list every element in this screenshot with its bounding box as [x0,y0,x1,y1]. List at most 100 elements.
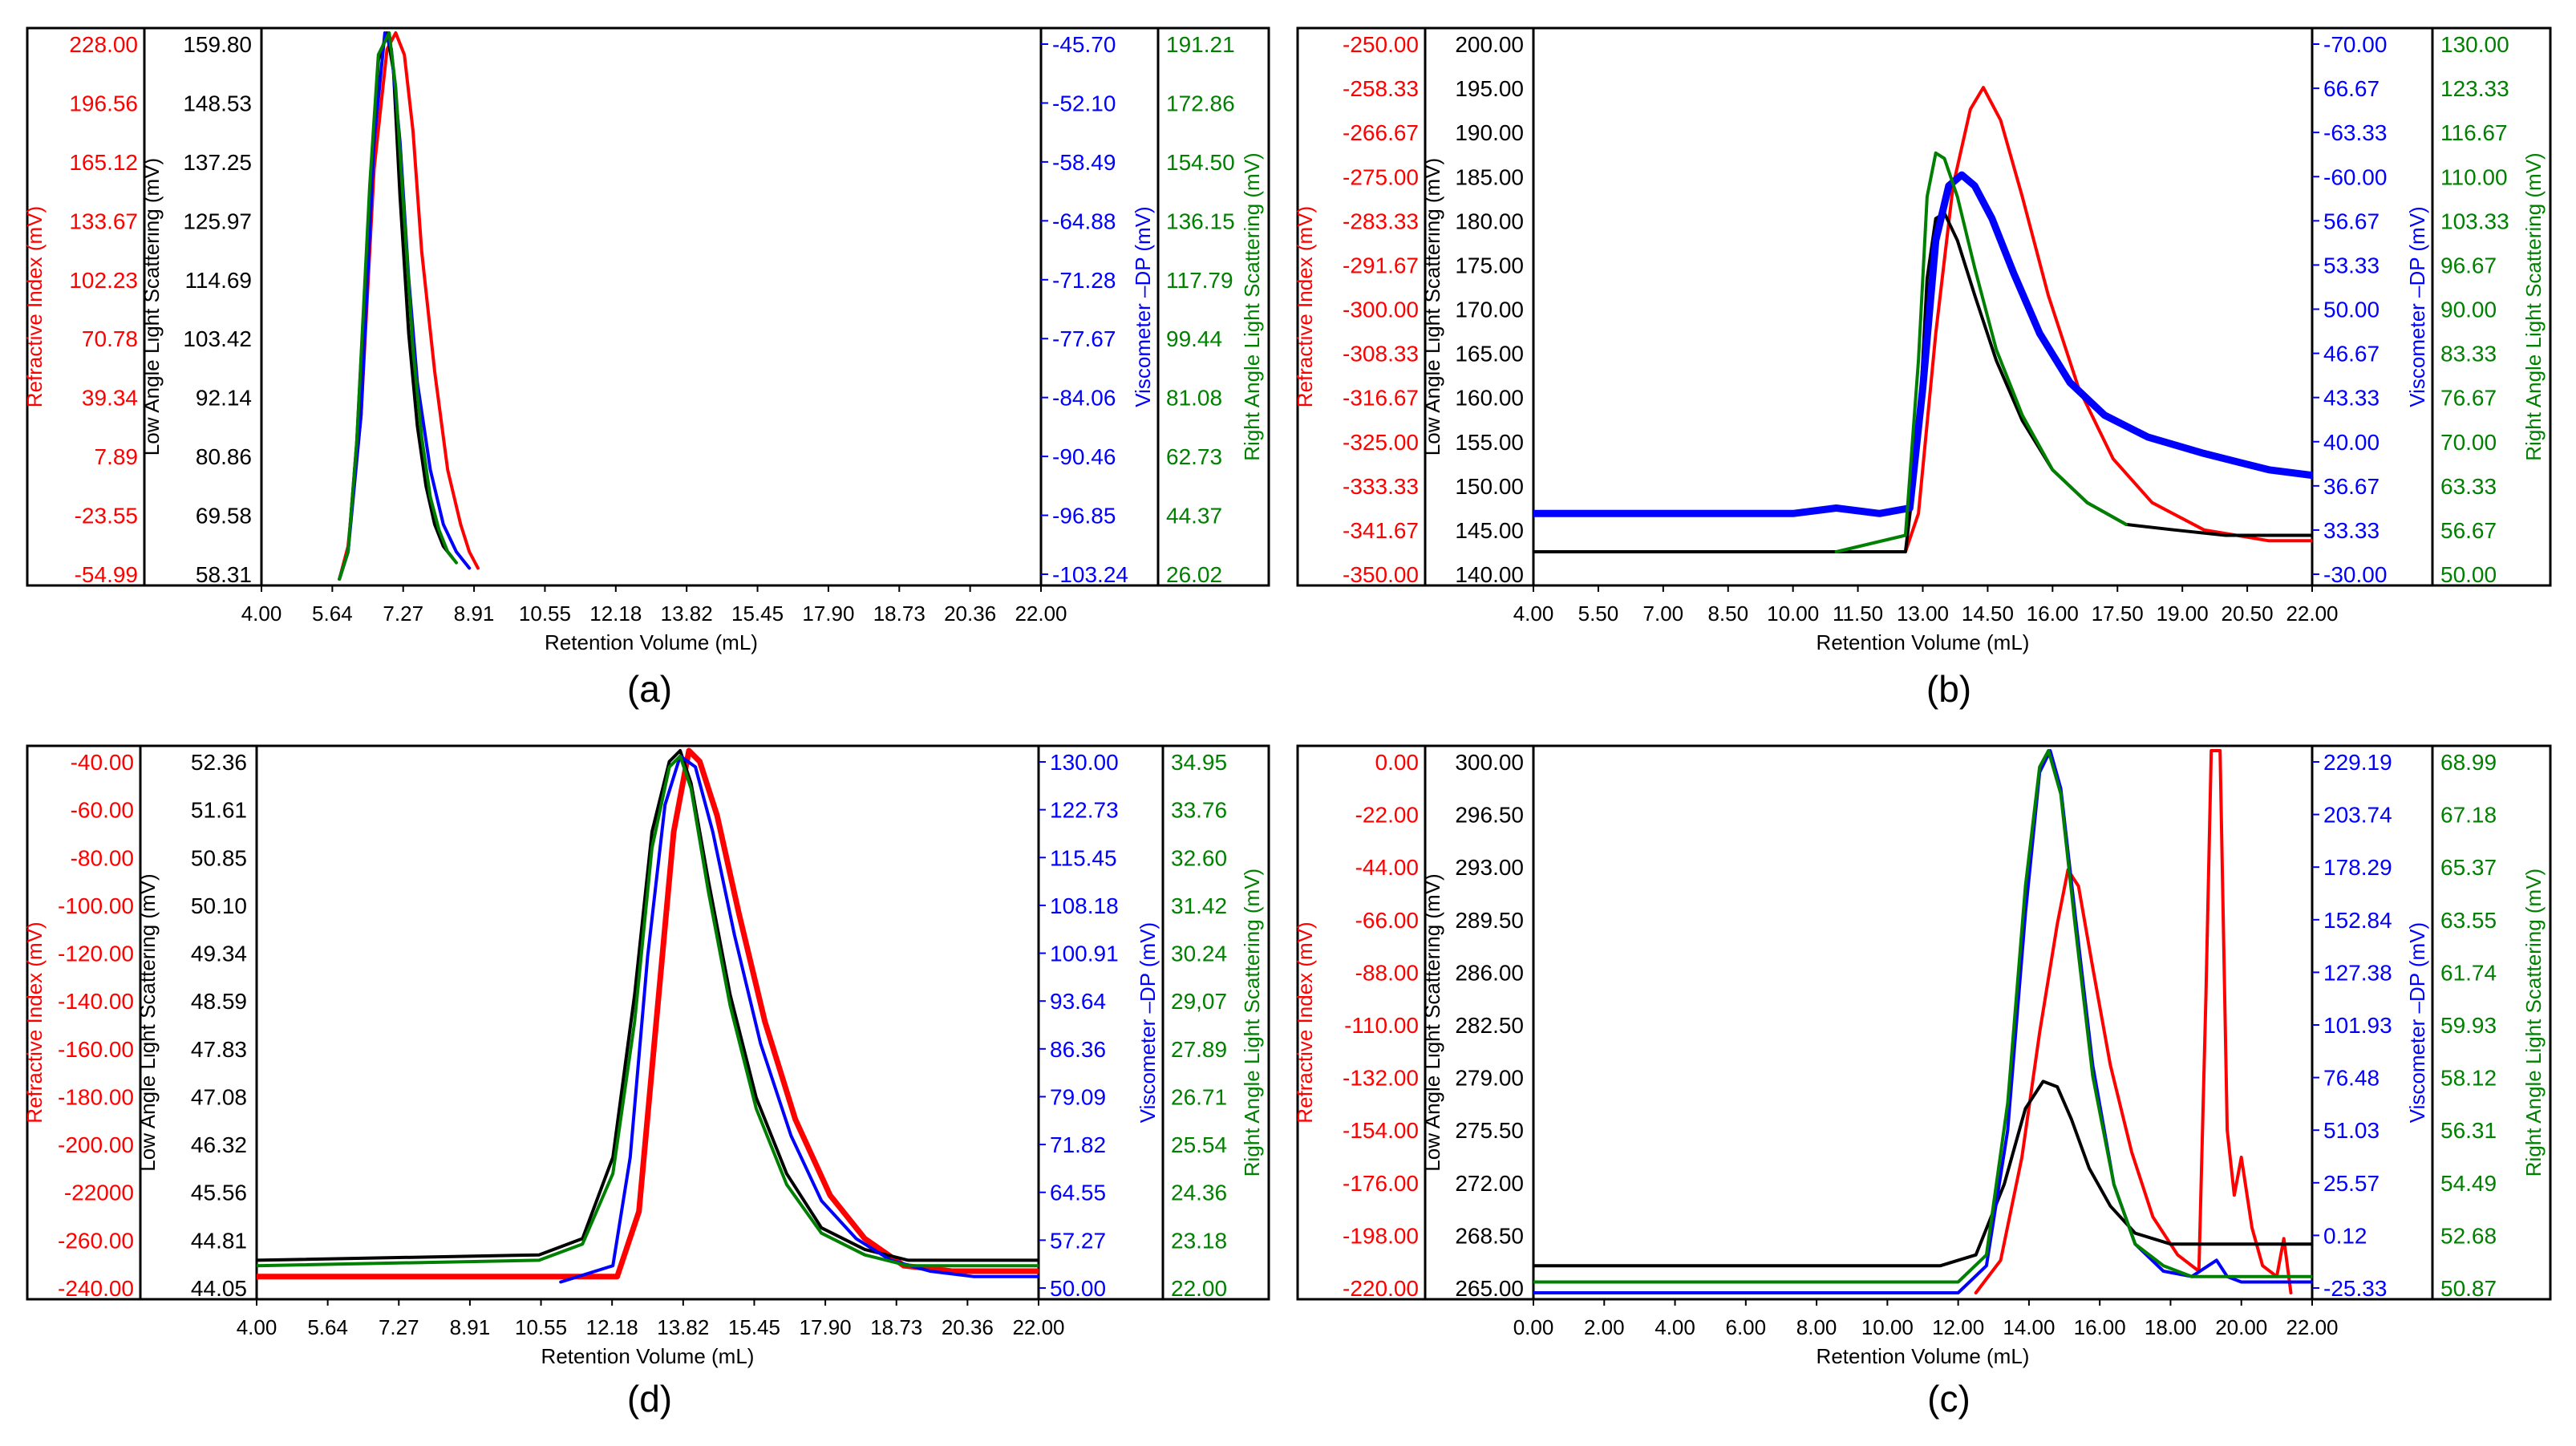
y-tick-label-visc: 71.82 [1050,1132,1106,1157]
y-tick-label-rals: 56.31 [2440,1118,2497,1143]
y-tick-label-visc: 152.84 [2323,908,2392,933]
y-tick-label-ri: 0.00 [1375,750,1420,775]
y-tick-label-visc: -64.88 [1052,209,1116,233]
y-tick-label-ri: -200.00 [58,1132,134,1157]
panel-label: (c) [1927,1378,1970,1420]
y-axis-title-rals: Right Angle Light Scattering (mV) [1240,869,1264,1177]
series-group [1533,86,2312,553]
y-tick-label-visc: -30.00 [2323,562,2387,587]
x-tick-label: 6.00 [1726,1315,1767,1339]
y-tick-label-ri: -88.00 [1355,960,1419,985]
series-group [338,31,480,581]
y-tick-label-ri: 39.34 [82,386,138,411]
y-tick-label-rals: 172.86 [1166,91,1235,115]
y-tick-label-visc: 36.67 [2323,474,2380,499]
y-tick-label-ri: -220.00 [1343,1276,1419,1301]
x-tick-label: 14.50 [1962,601,2014,626]
y-tick-label-rals: 67.18 [2440,803,2497,828]
y-tick-label-lals: 50.10 [191,893,247,918]
y-tick-label-visc: -96.85 [1052,504,1116,529]
y-tick-label-rals: 33.76 [1171,798,1227,823]
x-tick-label: 4.00 [1513,601,1554,626]
y-tick-label-ri: -283.33 [1343,209,1419,233]
x-tick-label: 16.00 [2027,601,2079,626]
y-tick-label-visc: -90.46 [1052,444,1116,469]
y-tick-label-rals: 99.44 [1166,326,1222,351]
x-tick-label: 7.27 [383,601,423,626]
y-tick-label-ri: 102.23 [69,268,138,293]
x-tick-label: 7.00 [1643,601,1684,626]
y-tick-label-lals: 272.00 [1455,1171,1524,1196]
y-tick-label-lals: 195.00 [1455,76,1524,101]
y-tick-label-rals: 22.00 [1171,1276,1227,1301]
x-tick-label: 7.27 [379,1315,419,1339]
y-tick-label-lals: 44.05 [191,1276,247,1301]
y-tick-label-rals: 29,07 [1171,989,1227,1014]
y-tick-label-rals: 24.36 [1171,1181,1227,1205]
y-tick-label-rals: 90.00 [2440,298,2497,322]
x-axis-title: Retention Volume (mL) [545,630,758,654]
y-tick-label-rals: 76.67 [2440,386,2497,411]
chart-panel-b: -250.00 -258.33 -266.67 -275.00 -283.33 -291.… [1293,26,2552,710]
y-tick-label-rals: 61.74 [2440,960,2497,985]
y-tick-label-ri: -300.00 [1343,298,1419,322]
y-tick-label-visc: 53.33 [2323,253,2380,277]
y-tick-label-lals: 300.00 [1455,750,1524,775]
y-tick-label-lals: 190.00 [1455,120,1524,145]
y-tick-label-rals: 27.89 [1171,1037,1227,1062]
y-tick-label-lals: 165.00 [1455,342,1524,367]
y-tick-label-visc: 178.29 [2323,855,2392,880]
y-tick-label-ri: 196.56 [69,91,138,115]
y-tick-label-lals: 200.00 [1455,32,1524,57]
y-axis-title-visc: Viscometer –DP (mV) [2405,206,2429,407]
chart-panel-c: 0.00 -22.00 -44.00 -66.00 -88.00 -110.00 -132.… [1293,744,2552,1420]
y-tick-label-lals: 47.83 [191,1037,247,1062]
x-tick-label: 8.50 [1707,601,1748,626]
y-tick-label-visc: 66.67 [2323,76,2380,101]
y-tick-label-rals: 83.33 [2440,342,2497,367]
chart-panel-a: 228.00 196.56 165.12 133.67 102.23 70.78 39.34… [22,26,1270,710]
y-axis-title-lals: Low Angle Light Scattering (mV) [1420,158,1444,456]
x-tick-label: 8.91 [454,601,495,626]
y-tick-label-lals: 52.36 [191,750,247,775]
y-tick-label-visc: 93.64 [1050,989,1106,1014]
y-tick-label-lals: 289.50 [1455,908,1524,933]
y-tick-label-ri: -140.00 [58,989,134,1014]
x-tick-label: 17.50 [2092,601,2144,626]
panel-label: (b) [1926,668,1971,710]
y-tick-label-lals: 282.50 [1455,1013,1524,1038]
y-tick-label-visc: 57.27 [1050,1228,1106,1253]
y-tick-label-ri: 7.89 [95,444,139,469]
y-tick-label-lals: 296.50 [1455,803,1524,828]
y-tick-label-ri: -100.00 [58,893,134,918]
y-tick-label-lals: 159.80 [183,32,252,57]
y-tick-label-visc: -58.49 [1052,150,1116,175]
x-tick-label: 8.00 [1796,1315,1837,1339]
y-tick-label-rals: 50.00 [2440,562,2497,587]
y-axis-title-visc: Viscometer –DP (mV) [1131,206,1155,407]
y-tick-label-visc: 64.55 [1050,1181,1106,1205]
y-tick-label-rals: 103.33 [2440,209,2509,233]
y-tick-label-visc: 40.00 [2323,430,2380,455]
series-group [257,747,1039,1284]
x-tick-label: 16.00 [2074,1315,2126,1339]
y-tick-label-ri: 133.67 [69,209,138,233]
y-tick-label-lals: 114.69 [184,268,252,293]
y-tick-label-rals: 50.87 [2440,1276,2497,1301]
chart-panel-d: -40.00 -60.00 -80.00 -100.00 -120.00 -140.00 -… [22,744,1270,1420]
series-line-rals [257,754,1039,1268]
y-tick-label-ri: -198.00 [1343,1223,1419,1248]
y-tick-label-lals: 148.53 [183,91,252,115]
x-tick-label: 22.00 [2286,601,2338,626]
y-tick-label-ri: -180.00 [58,1084,134,1109]
y-tick-label-lals: 140.00 [1455,562,1524,587]
x-tick-label: 2.00 [1584,1315,1625,1339]
y-tick-label-visc: 50.00 [2323,298,2380,322]
y-tick-label-ri: -250.00 [1343,32,1419,57]
y-tick-label-ri: -341.67 [1343,518,1419,543]
x-tick-label: 10.00 [1767,601,1819,626]
y-tick-label-lals: 150.00 [1455,474,1524,499]
series-line-rals [1533,749,2312,1284]
y-tick-label-rals: 110.00 [2440,164,2508,189]
y-tick-label-visc: -25.33 [2323,1276,2387,1301]
